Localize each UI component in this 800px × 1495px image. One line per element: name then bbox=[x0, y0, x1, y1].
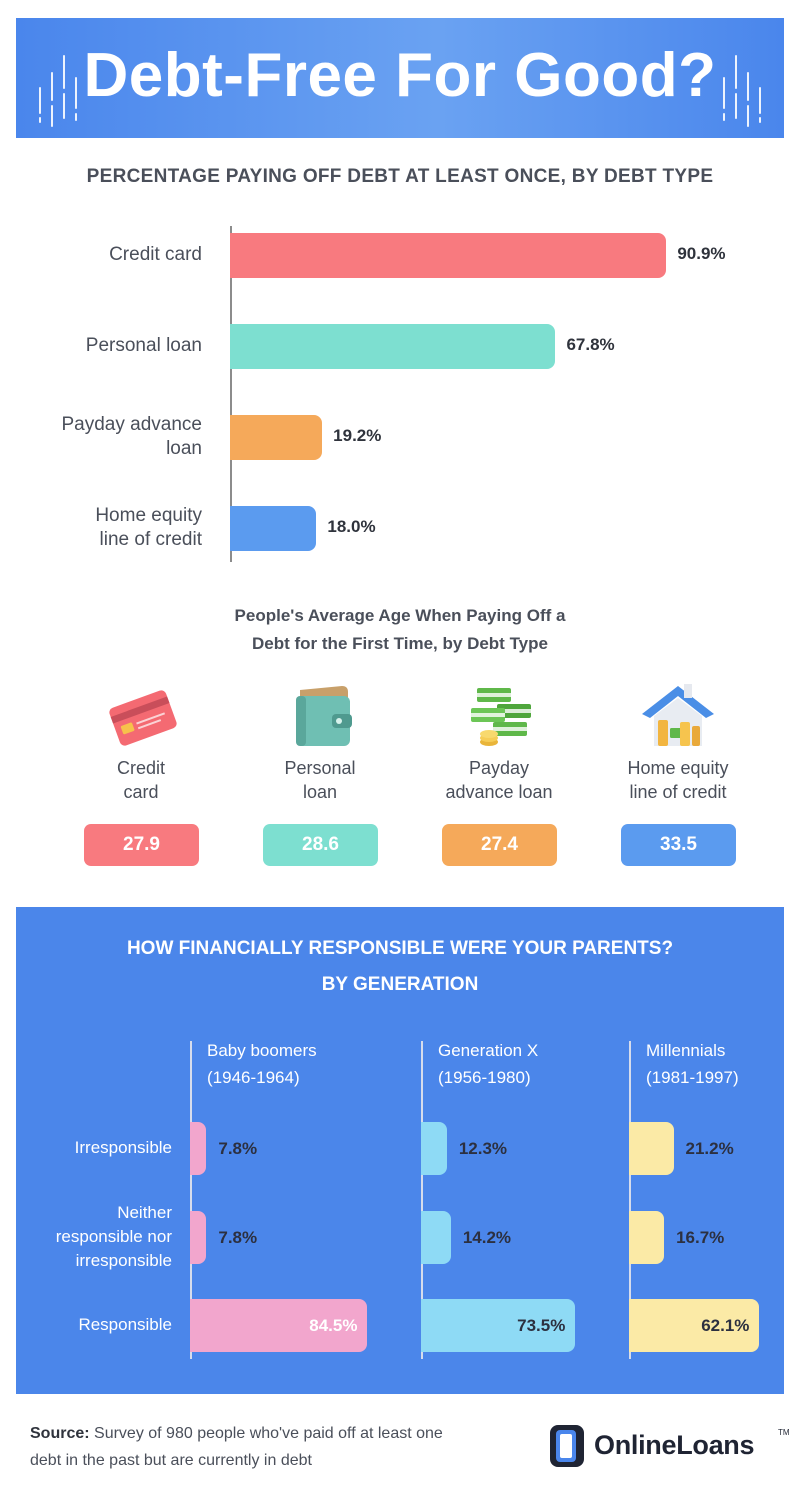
parents-responsibility-title-line1: HOW FINANCIALLY RESPONSIBLE WERE YOUR PA… bbox=[126, 938, 674, 959]
parents-responsibility-panel: HOW FINANCIALLY RESPONSIBLE WERE YOUR PA… bbox=[16, 907, 784, 1394]
age-value-badge: 33.5 bbox=[621, 824, 736, 866]
age-item-label: Payday advance loan bbox=[445, 758, 553, 802]
parents-responsibility-title: HOW FINANCIALLY RESPONSIBLE WERE YOUR PA… bbox=[16, 931, 784, 1003]
debt-type-tick-label: Payday advance loan bbox=[61, 414, 203, 459]
generation-legend-header: Millennials (1981-1997) bbox=[646, 1041, 739, 1087]
generation-bar bbox=[190, 1211, 207, 1264]
source-note: Source: Survey of 980 people who've paid… bbox=[30, 1420, 470, 1474]
generation-bar bbox=[421, 1211, 451, 1264]
age-item-label: Home equity line of credit bbox=[627, 758, 729, 802]
age-value-badge: 27.9 bbox=[84, 824, 199, 866]
wallet-icon bbox=[296, 686, 352, 746]
generation-data-label: 16.7% bbox=[676, 1228, 725, 1247]
debt-type-data-label: 90.9% bbox=[677, 244, 726, 263]
average-age-title: People's Average Age When Paying Off a D… bbox=[0, 602, 800, 658]
logo-text: OnlineLoans bbox=[594, 1430, 755, 1460]
source-label: Source: bbox=[30, 1425, 90, 1442]
age-value-badge: 27.4 bbox=[442, 824, 557, 866]
generation-data-label: 62.1% bbox=[701, 1316, 750, 1335]
generation-legend-header: Generation X (1956-1980) bbox=[438, 1041, 539, 1087]
debt-type-tick-label: Credit card bbox=[109, 244, 202, 265]
age-item-label: Credit card bbox=[116, 758, 165, 802]
equalizer-decoration-right bbox=[723, 55, 761, 127]
debt-payoff-chart-title: PERCENTAGE PAYING OFF DEBT AT LEAST ONCE… bbox=[86, 166, 714, 187]
debt-type-data-label: 18.0% bbox=[327, 517, 376, 536]
generation-data-label: 14.2% bbox=[462, 1228, 512, 1247]
generation-data-label: 84.5% bbox=[309, 1316, 358, 1335]
generation-data-label: 73.5% bbox=[517, 1316, 566, 1335]
generation-bar bbox=[629, 1299, 760, 1352]
logo-trademark: TM bbox=[778, 1428, 790, 1437]
phone-logo-icon bbox=[550, 1425, 584, 1467]
cash-stack-icon bbox=[471, 688, 531, 746]
generation-data-label: 12.3% bbox=[458, 1139, 508, 1158]
debt-type-tick-label: Home equity line of credit bbox=[95, 505, 202, 550]
generation-axis-line bbox=[421, 1041, 423, 1359]
generation-data-label: 7.8% bbox=[218, 1228, 258, 1247]
debt-type-bar bbox=[230, 415, 323, 460]
credit-card-icon bbox=[109, 690, 177, 746]
debt-type-bar bbox=[230, 233, 667, 278]
debt-type-bar bbox=[230, 506, 317, 551]
generation-data-label: 7.8% bbox=[218, 1139, 258, 1158]
age-item-label: Personal loan bbox=[284, 758, 356, 802]
page-title: Debt-Free For Good? bbox=[83, 41, 717, 110]
generation-bar bbox=[190, 1122, 207, 1175]
generation-legend-header: Baby boomers (1946-1964) bbox=[207, 1041, 317, 1087]
debt-payoff-axis bbox=[230, 226, 232, 562]
equalizer-decoration-left bbox=[39, 55, 77, 127]
generation-bar bbox=[629, 1211, 665, 1264]
house-coins-icon bbox=[642, 684, 714, 746]
header-banner: Debt-Free For Good? bbox=[16, 18, 784, 138]
generation-bar bbox=[190, 1299, 368, 1352]
responsibility-tick-label: Responsible bbox=[78, 1315, 172, 1334]
age-value-badge: 28.6 bbox=[263, 824, 378, 866]
debt-type-bar bbox=[230, 324, 556, 369]
generation-axis-line bbox=[629, 1041, 631, 1359]
average-age-title-line1: People's Average Age When Paying Off a bbox=[234, 606, 566, 625]
responsibility-tick-label: Neither responsible nor irresponsible bbox=[55, 1203, 172, 1270]
generation-data-label: 21.2% bbox=[685, 1139, 734, 1158]
debt-type-data-label: 67.8% bbox=[566, 335, 615, 354]
average-age-title-line2: Debt for the First Time, by Debt Type bbox=[252, 634, 548, 653]
source-text: Survey of 980 people who've paid off at … bbox=[30, 1425, 443, 1469]
responsibility-tick-label: Irresponsible bbox=[74, 1138, 172, 1157]
debt-type-tick-label: Personal loan bbox=[85, 335, 202, 356]
generation-axis-line bbox=[190, 1041, 192, 1359]
generation-bar bbox=[629, 1122, 674, 1175]
debt-type-data-label: 19.2% bbox=[333, 426, 382, 445]
parents-responsibility-title-line2: BY GENERATION bbox=[321, 974, 479, 995]
generation-bar bbox=[421, 1122, 447, 1175]
generation-bar bbox=[421, 1299, 576, 1352]
onlineloans-logo: OnlineLoans TM bbox=[548, 1424, 790, 1468]
